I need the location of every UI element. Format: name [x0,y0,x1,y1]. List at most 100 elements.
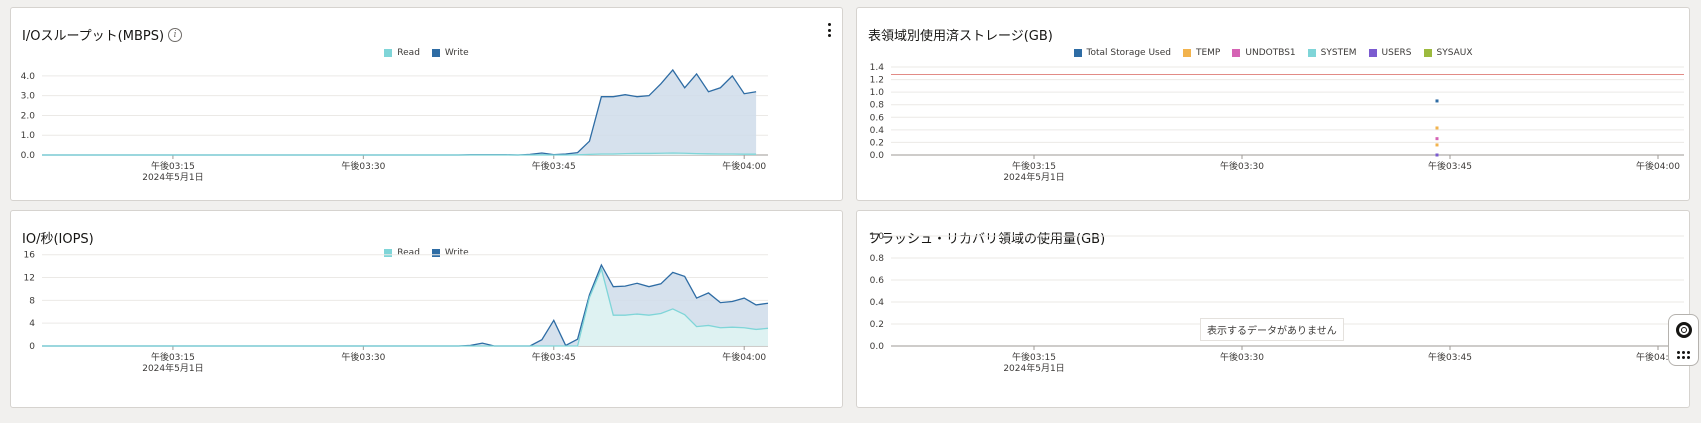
iops-title: IO/秒(IOPS) [22,228,94,247]
x-tick-sublabel: 2024年5月1日 [142,362,203,374]
legend-label: Write [444,248,469,258]
y-tick-label: 3.0 [21,92,36,102]
x-tick-label: 午後03:45 [1428,351,1472,363]
legend-item-total-storage-used[interactable]: Total Storage Used [1073,48,1171,58]
x-tick-label: 午後03:45 [532,351,576,363]
tablespace-storage-legend: Total Storage Used TEMP UNDOTBS1 SYSTEM USER… [857,48,1689,58]
data-point-sysaux[interactable] [1435,143,1439,147]
legend-label: Read [397,248,420,258]
flash-recovery-panel: フラッシュ・リカバリ領域の使用量(GB) 0.0 0.2 0.4 0.6 0.8 1.0 午… [856,210,1690,408]
legend-swatch [384,249,393,257]
iops-panel: IO/秒(IOPS) Read Write 0 4 8 12 16 午後03:15 2024年… [10,210,843,408]
x-tick-label: 午後03:45 [1428,160,1472,172]
legend-swatch [431,249,440,257]
legend-label: SYSAUX [1436,48,1473,58]
legend-item-undotbs1[interactable]: UNDOTBS1 [1232,48,1296,58]
io-throughput-panel: I/Oスループット(MBPS) i Read Write 0.0 1.0 2.0 3.0… [10,7,843,201]
y-tick-label: 1.0 [21,131,36,141]
legend-item-read[interactable]: Read [384,48,420,58]
x-tick-sublabel: 2024年5月1日 [142,171,203,183]
series-line-read[interactable] [42,266,769,347]
legend-swatch [1232,49,1241,57]
panel-title-text: I/Oスループット(MBPS) [22,29,165,44]
x-tick-sublabel: 2024年5月1日 [1003,171,1064,183]
y-tick-label: 0.4 [870,298,885,308]
info-icon[interactable]: i [168,27,183,42]
x-tick-label: 午後03:30 [1220,160,1264,172]
x-tick-label: 午後03:15 [1012,351,1056,363]
legend-item-read[interactable]: Read [384,248,420,258]
legend-item-users[interactable]: USERS [1368,48,1412,58]
legend-item-system[interactable]: SYSTEM [1307,48,1357,58]
kebab-menu-icon[interactable] [825,23,833,37]
data-point-undotbs1[interactable] [1435,137,1439,141]
y-tick-label: 0.4 [870,126,885,136]
tablespace-storage-panel: 表領域別使用済ストレージ(GB) Total Storage Used TEMP U… [856,7,1690,201]
legend-label: Total Storage Used [1086,48,1171,58]
data-point-total-storage-used[interactable] [1435,99,1439,103]
y-tick-label: 0.6 [870,113,885,123]
data-point-users[interactable] [1435,153,1439,157]
y-tick-label: 0.0 [870,342,885,352]
tablespace-storage-chart: 0.0 0.2 0.4 0.6 0.8 1.0 1.2 1.4 午後03:152024年5月1日… [870,63,1684,183]
series-area-write [42,69,757,155]
no-data-message: 表示するデータがありません [1200,318,1344,341]
y-tick-label: 16 [24,251,36,261]
y-tick-label: 0.8 [870,101,885,111]
x-tick-label: 午後04:00 [722,160,766,172]
x-tick-label: 午後03:15 [151,351,195,363]
legend-item-temp[interactable]: TEMP [1182,48,1221,58]
y-tick-label: 2.0 [21,111,36,121]
y-tick-label: 0.0 [870,151,885,161]
legend-label: Read [397,48,420,58]
legend-label: UNDOTBS1 [1245,48,1296,58]
y-tick-label: 1.0 [870,232,885,242]
legend-item-write[interactable]: Write [431,48,469,58]
legend-label: SYSTEM [1320,48,1357,58]
legend-swatch [1182,49,1191,57]
legend-label: USERS [1381,48,1412,58]
legend-swatch [1423,49,1432,57]
data-point-temp[interactable] [1435,126,1439,130]
series-line-read[interactable] [42,152,757,156]
y-tick-label: 8 [29,296,35,306]
x-tick-label: 午後03:45 [532,160,576,172]
series-area-read [42,268,768,346]
y-tick-label: 1.2 [870,76,884,86]
x-tick-label: 午後03:15 [1012,160,1056,172]
legend-swatch [1368,49,1377,57]
panel-title-text: IO/秒(IOPS) [22,232,94,247]
y-tick-label: 0.2 [870,138,884,148]
legend-label: TEMP [1195,48,1221,58]
x-tick-label: 午後04:00 [722,351,766,363]
legend-swatch [1073,49,1082,57]
x-tick-label: 午後04:00 [1636,160,1680,172]
y-tick-label: 4.0 [21,72,36,82]
y-tick-label: 0.2 [870,320,884,330]
lifebuoy-icon[interactable] [1675,321,1692,338]
y-tick-label: 1.0 [870,88,885,98]
legend-label: Write [444,48,469,58]
panel-title-text: 表領域別使用済ストレージ(GB) [868,29,1053,44]
legend-swatch [431,49,440,57]
tablespace-storage-title: 表領域別使用済ストレージ(GB) [868,25,1053,44]
apps-grid-icon[interactable] [1677,350,1690,359]
y-tick-label: 0.6 [870,276,885,286]
y-tick-label: 0.8 [870,254,885,264]
x-tick-sublabel: 2024年5月1日 [1003,362,1064,374]
io-throughput-legend: Read Write [11,48,842,58]
y-tick-label: 12 [24,274,35,284]
x-tick-label: 午後03:30 [1220,351,1264,363]
y-tick-label: 1.4 [870,63,885,73]
help-widget[interactable] [1668,314,1699,366]
legend-swatch [1307,49,1316,57]
legend-item-write[interactable]: Write [431,248,469,258]
series-area-read [42,153,757,155]
legend-item-sysaux[interactable]: SYSAUX [1423,48,1473,58]
x-tick-label: 午後03:30 [341,351,385,363]
x-tick-label: 午後03:15 [151,160,195,172]
y-tick-label: 0.0 [21,151,36,161]
